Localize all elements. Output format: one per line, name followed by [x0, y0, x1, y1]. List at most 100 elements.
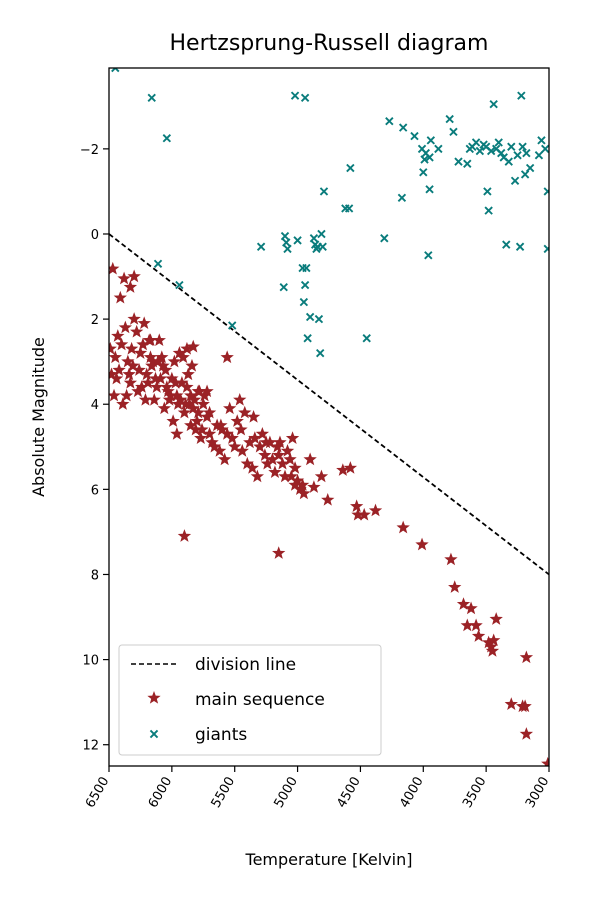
giant-point: [290, 91, 300, 100]
giant-point: [279, 282, 288, 292]
main-sequence-point: [272, 448, 286, 461]
legend-star-marker: [147, 691, 161, 704]
y-tick-label: 4: [91, 398, 99, 413]
giant-point: [228, 321, 237, 330]
main-sequence-point: [155, 350, 169, 364]
main-sequence-point: [175, 375, 189, 389]
main-sequence-point: [112, 363, 126, 376]
main-sequence-point: [275, 456, 290, 470]
giant-point: [434, 144, 443, 154]
giant-point: [424, 251, 433, 260]
giant-point: [346, 163, 355, 173]
main-sequence-point: [140, 367, 154, 381]
giant-point: [463, 159, 472, 168]
main-sequence-point: [166, 414, 180, 427]
main-sequence-point: [240, 456, 254, 470]
main-sequence-point: [172, 346, 187, 359]
main-sequence-point: [162, 392, 176, 406]
main-sequence-point: [223, 401, 237, 415]
main-sequence-point: [290, 473, 305, 487]
main-sequence-point: [122, 367, 136, 381]
main-sequence-point: [109, 371, 124, 385]
giant-point: [449, 127, 458, 137]
giant-point: [175, 280, 184, 290]
main-sequence-point: [123, 375, 138, 389]
x-tick-label: 6500: [83, 775, 113, 811]
main-sequence-point: [185, 358, 199, 372]
giant-point: [299, 297, 309, 307]
main-sequence-point: [265, 452, 280, 466]
giant-point: [483, 187, 492, 196]
main-sequence-point: [448, 580, 462, 593]
y-axis-ticks: −2 0 2 4 6 8 10 12: [80, 143, 109, 754]
x-tick-label: 4500: [334, 775, 364, 811]
main-sequence-point: [368, 503, 383, 517]
giant-point: [520, 170, 530, 179]
main-sequence-point: [160, 380, 174, 393]
main-sequence-point: [121, 354, 135, 368]
x-tick-label: 4000: [397, 775, 427, 811]
giant-point: [445, 114, 454, 124]
main-sequence-point: [212, 444, 227, 457]
main-sequence-point: [350, 499, 364, 513]
giant-point: [280, 231, 290, 241]
y-tick-label: 2: [91, 313, 99, 328]
x-axis-ticks: 6500 6000 5500 5000 4500 4000 3500 3000: [83, 766, 552, 811]
y-tick-label: 10: [82, 654, 99, 669]
main-sequence-point: [130, 324, 144, 338]
main-sequence-point: [119, 388, 134, 402]
main-sequence-point: [176, 350, 190, 364]
main-sequence-point: [220, 350, 234, 364]
giant-point: [283, 244, 292, 254]
giants-layer: [111, 68, 549, 358]
main-sequence-point: [152, 333, 166, 347]
main-sequence-point: [471, 629, 486, 642]
main-sequence-point: [132, 363, 146, 376]
main-sequence-point: [518, 699, 532, 713]
main-sequence-point: [238, 405, 252, 419]
main-sequence-point: [460, 618, 474, 632]
giant-point: [489, 99, 498, 109]
main-sequence-point: [186, 401, 200, 415]
legend-giants-swatch: [149, 729, 159, 739]
main-sequence-point: [136, 337, 150, 351]
main-sequence-point: [357, 507, 371, 521]
main-sequence-point: [288, 461, 302, 474]
main-sequence-point: [180, 380, 194, 393]
giant-point: [525, 163, 535, 173]
giant-point: [111, 68, 120, 73]
main-sequence-point: [243, 435, 257, 449]
main-sequence-point: [170, 427, 184, 440]
main-sequence-point: [187, 392, 202, 406]
main-sequence-point: [157, 401, 171, 415]
main-sequence-point: [153, 371, 168, 385]
main-sequence-point: [117, 271, 131, 285]
giant-point: [300, 93, 310, 102]
main-sequence-point: [235, 444, 249, 457]
main-sequence-point: [194, 431, 208, 444]
main-sequence-point: [278, 469, 292, 483]
main-sequence-point: [233, 392, 247, 406]
main-sequence-point: [145, 358, 159, 372]
main-sequence-point: [220, 427, 234, 440]
giant-point: [494, 138, 503, 147]
main-sequence-point: [519, 727, 534, 740]
giant-point: [162, 134, 172, 143]
main-sequence-point: [415, 537, 429, 551]
y-tick-label: −2: [80, 143, 99, 158]
main-sequence-point: [143, 350, 158, 364]
main-sequence-layer: [109, 261, 549, 766]
giant-point: [507, 142, 516, 151]
giant-point: [282, 238, 291, 247]
main-sequence-point: [295, 478, 310, 491]
main-sequence-point: [156, 358, 170, 372]
y-tick-label: 6: [91, 483, 99, 498]
main-sequence-point: [469, 618, 483, 632]
giant-point: [537, 136, 546, 145]
giant-point: [385, 117, 394, 126]
main-sequence-point: [284, 469, 298, 483]
main-sequence-point: [109, 341, 117, 355]
giant-point: [497, 148, 506, 158]
main-sequence-point: [126, 358, 140, 372]
